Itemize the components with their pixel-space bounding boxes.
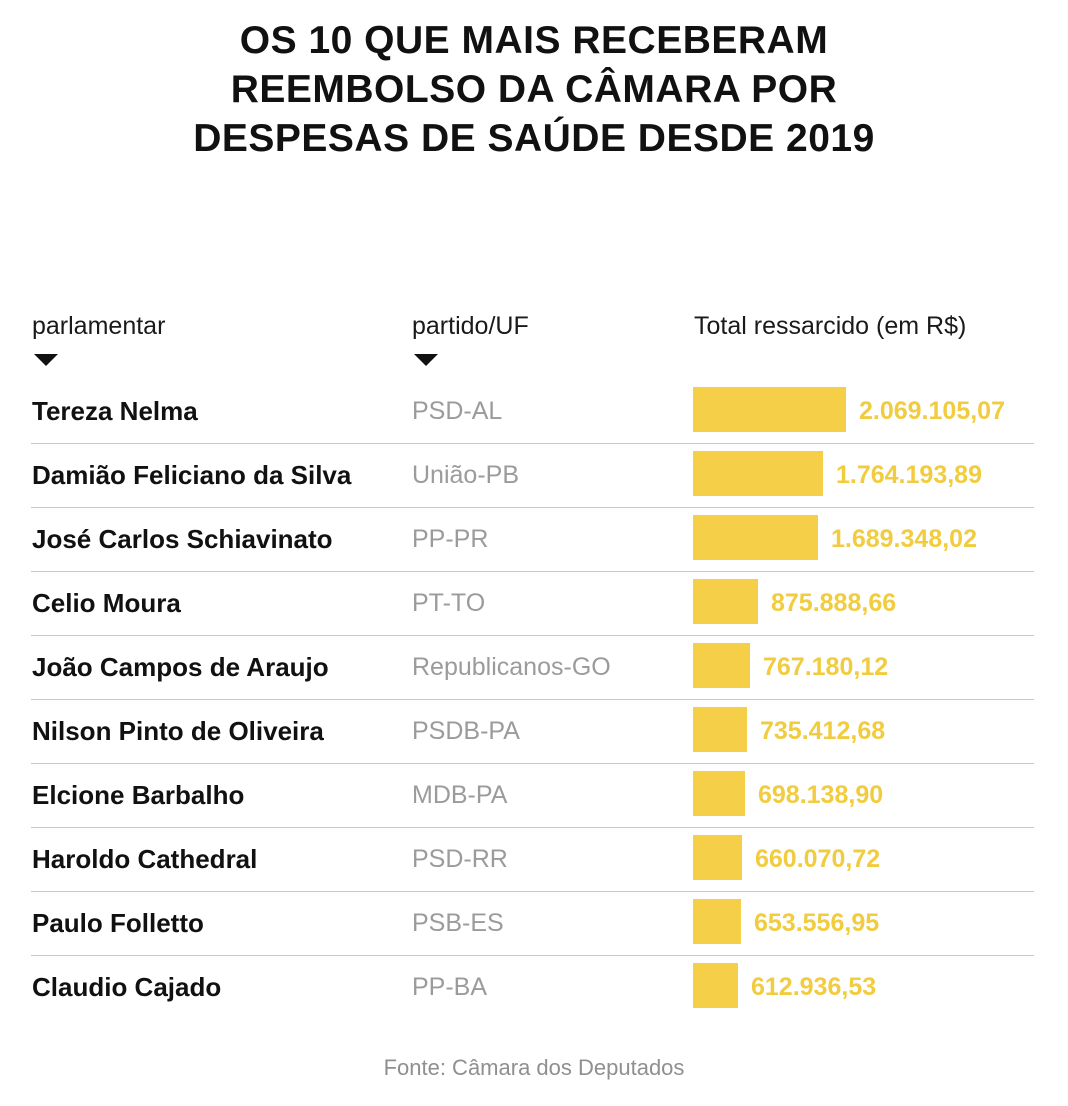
value-label: 1.764.193,89 <box>836 461 982 489</box>
party-state: MDB-PA <box>412 781 508 809</box>
party-state: PSDB-PA <box>412 717 520 745</box>
chart-title-line-3: DESPESAS DE SAÚDE DESDE 2019 <box>193 117 875 160</box>
party-state: PT-TO <box>412 589 486 617</box>
legislator-name: Damião Feliciano da Silva <box>32 460 352 490</box>
value-label: 2.069.105,07 <box>859 397 1005 425</box>
value-bar <box>693 835 742 880</box>
legislator-name: Celio Moura <box>32 588 181 618</box>
legislator-name: Haroldo Cathedral <box>32 844 258 874</box>
column-header-name[interactable]: parlamentar <box>32 312 166 340</box>
table-row: Elcione Barbalho MDB-PA 698.138,90 <box>31 764 1034 828</box>
legislator-name: Elcione Barbalho <box>32 780 245 810</box>
table-row: José Carlos Schiavinato PP-PR 1.689.348,02 <box>31 508 1034 572</box>
chart-title-line-1: OS 10 QUE MAIS RECEBERAM <box>239 19 829 62</box>
value-bar <box>693 387 846 432</box>
legislator-name: Paulo Folletto <box>32 908 204 938</box>
value-bar <box>693 451 823 496</box>
party-state: PP-PR <box>412 525 489 553</box>
value-bar <box>693 515 818 560</box>
value-bar <box>693 771 745 816</box>
legislator-name: Nilson Pinto de Oliveira <box>32 716 324 746</box>
value-bar <box>693 707 747 752</box>
party-state: União-PB <box>412 461 519 489</box>
table-row: Paulo Folletto PSB-ES 653.556,95 <box>31 892 1034 956</box>
value-label: 660.070,72 <box>755 845 881 873</box>
value-label: 735.412,68 <box>760 717 886 745</box>
legislator-name: Tereza Nelma <box>32 396 198 426</box>
chart-title-line-2: REEMBOLSO DA CÂMARA POR <box>230 68 838 111</box>
ranking-table: Tereza Nelma PSD-AL 2.069.105,07 Damião Fel… <box>31 380 1034 1019</box>
value-bar <box>693 899 741 944</box>
column-header-total: Total ressarcido (em R$) <box>694 312 967 340</box>
party-state: Republicanos-GO <box>412 653 611 681</box>
value-bar <box>693 643 750 688</box>
table-row: Celio Moura PT-TO 875.888,66 <box>31 572 1034 636</box>
value-bar <box>693 579 758 624</box>
value-label: 767.180,12 <box>763 653 889 681</box>
party-state: PSB-ES <box>412 909 504 937</box>
legislator-name: José Carlos Schiavinato <box>32 524 333 554</box>
party-state: PSD-AL <box>412 397 503 425</box>
party-state: PSD-RR <box>412 845 508 873</box>
value-label: 612.936,53 <box>751 973 877 1001</box>
sort-name-icon[interactable] <box>34 354 58 366</box>
table-row: Nilson Pinto de Oliveira PSDB-PA 735.412,6… <box>31 700 1034 764</box>
table-row: Damião Feliciano da Silva União-PB 1.764.1… <box>31 444 1034 508</box>
value-label: 698.138,90 <box>758 781 884 809</box>
legislator-name: João Campos de Araujo <box>32 652 329 682</box>
sort-party-icon[interactable] <box>414 354 438 366</box>
party-state: PP-BA <box>412 973 488 1001</box>
table-row: Claudio Cajado PP-BA 612.936,53 <box>31 956 1034 1019</box>
chart-title: OS 10 QUE MAIS RECEBERAM REEMBOLSO DA CÂ… <box>0 16 1068 163</box>
value-label: 875.888,66 <box>771 589 897 617</box>
source-note: Fonte: Câmara dos Deputados <box>383 1055 685 1080</box>
table-row: Haroldo Cathedral PSD-RR 660.070,72 <box>31 828 1034 892</box>
table-row: João Campos de Araujo Republicanos-GO 767.… <box>31 636 1034 700</box>
legislator-name: Claudio Cajado <box>32 972 222 1002</box>
value-bar <box>693 963 738 1008</box>
column-header-party[interactable]: partido/UF <box>412 312 529 340</box>
value-label: 1.689.348,02 <box>831 525 977 553</box>
table-row: Tereza Nelma PSD-AL 2.069.105,07 <box>31 380 1034 444</box>
value-label: 653.556,95 <box>754 909 880 937</box>
